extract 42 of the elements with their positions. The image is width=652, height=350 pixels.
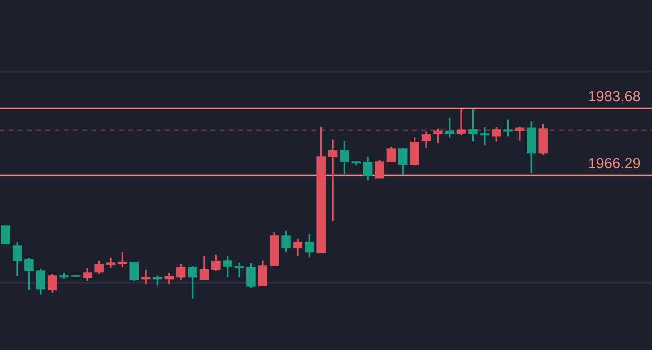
candlestick bbox=[258, 260, 268, 287]
candlestick bbox=[106, 257, 116, 269]
candlestick bbox=[398, 147, 408, 176]
candlestick bbox=[282, 230, 291, 254]
candlestick bbox=[234, 262, 244, 278]
candlestick bbox=[212, 254, 221, 272]
candlestick bbox=[176, 263, 186, 281]
candlestick bbox=[456, 108, 466, 136]
ref-line-label: 1983.68 bbox=[589, 91, 640, 102]
candlestick bbox=[1, 226, 10, 245]
candlestick bbox=[153, 274, 162, 287]
candlestick bbox=[445, 117, 454, 140]
candlestick bbox=[200, 255, 210, 280]
candlestick bbox=[434, 128, 443, 144]
candlestick bbox=[340, 140, 350, 175]
candlestick bbox=[480, 126, 490, 146]
candlestick bbox=[492, 126, 502, 143]
candlestick bbox=[422, 130, 432, 150]
candlestick bbox=[468, 108, 478, 143]
candlestick bbox=[130, 261, 139, 282]
candlestick bbox=[48, 273, 58, 294]
candlestick bbox=[386, 146, 396, 164]
candlestick bbox=[36, 268, 46, 296]
candlestick bbox=[164, 272, 174, 286]
candlestick bbox=[12, 242, 22, 277]
candlestick bbox=[305, 234, 314, 259]
candlestick bbox=[188, 266, 198, 300]
candlestick bbox=[328, 138, 338, 222]
candlestick bbox=[24, 257, 34, 291]
candlestick bbox=[141, 269, 151, 286]
candlestick bbox=[246, 262, 256, 289]
candlestick bbox=[504, 118, 513, 138]
candlestick bbox=[223, 256, 232, 278]
candlestick bbox=[293, 238, 303, 257]
ref-line-label: 1966.29 bbox=[589, 158, 640, 169]
candlestick bbox=[363, 156, 373, 182]
candlestick bbox=[410, 136, 420, 166]
candlestick bbox=[118, 251, 128, 268]
candlestick bbox=[375, 159, 384, 180]
candlestick bbox=[94, 260, 104, 275]
candlestick bbox=[515, 126, 525, 142]
candlestick bbox=[83, 267, 92, 282]
